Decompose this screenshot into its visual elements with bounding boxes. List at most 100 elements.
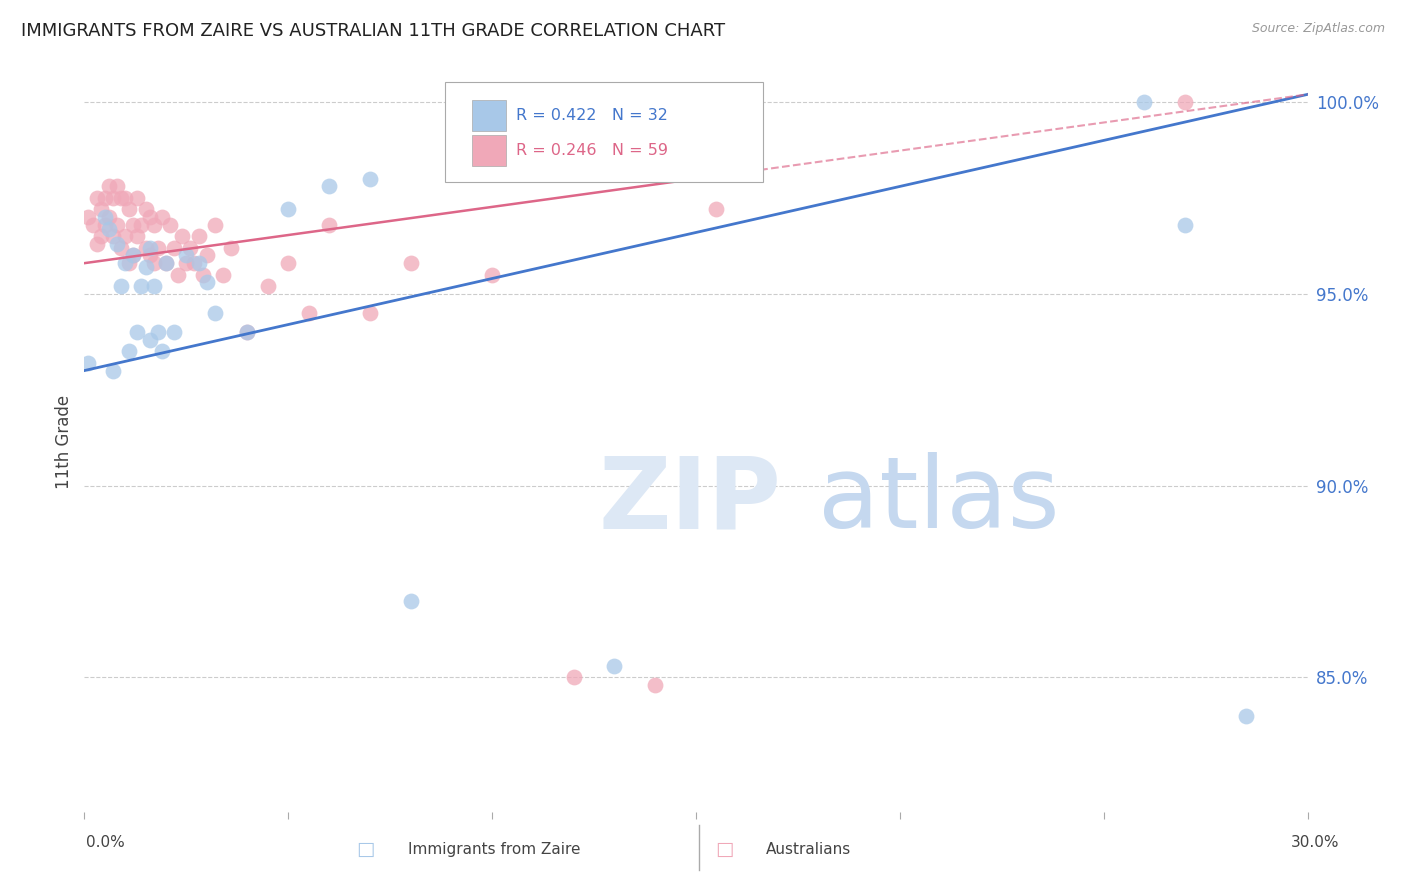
Point — [318, 218, 340, 232]
Point — [131, 279, 153, 293]
Text: □: □ — [714, 839, 734, 859]
FancyBboxPatch shape — [472, 135, 506, 166]
Point — [150, 210, 173, 224]
Point — [146, 325, 169, 339]
Point — [127, 229, 149, 244]
Point — [90, 229, 112, 244]
Point — [187, 229, 209, 244]
Point — [97, 179, 120, 194]
Point — [97, 221, 120, 235]
Point — [105, 237, 128, 252]
Point — [118, 256, 141, 270]
Point — [399, 256, 422, 270]
Point — [195, 248, 218, 262]
Point — [127, 325, 149, 339]
Point — [298, 306, 321, 320]
Point — [1133, 95, 1156, 109]
Point — [359, 171, 381, 186]
Point — [1236, 708, 1258, 723]
Text: □: □ — [356, 839, 375, 859]
Point — [481, 268, 503, 282]
Point — [110, 191, 132, 205]
Point — [138, 248, 160, 262]
FancyBboxPatch shape — [472, 100, 506, 131]
Text: R = 0.422   N = 32: R = 0.422 N = 32 — [516, 108, 668, 123]
Point — [77, 210, 100, 224]
Point — [138, 210, 160, 224]
Point — [90, 202, 112, 217]
Point — [138, 333, 160, 347]
Point — [105, 218, 128, 232]
Point — [179, 241, 201, 255]
Point — [105, 179, 128, 194]
Point — [359, 306, 381, 320]
Point — [122, 218, 145, 232]
Point — [644, 678, 666, 692]
Point — [155, 256, 177, 270]
Point — [86, 191, 108, 205]
Text: Immigrants from Zaire: Immigrants from Zaire — [408, 842, 581, 856]
Point — [1174, 95, 1197, 109]
FancyBboxPatch shape — [446, 82, 763, 183]
Point — [114, 191, 136, 205]
Point — [142, 218, 165, 232]
Point — [187, 256, 209, 270]
Text: Source: ZipAtlas.com: Source: ZipAtlas.com — [1251, 22, 1385, 36]
Point — [135, 241, 157, 255]
Point — [191, 268, 214, 282]
Point — [101, 363, 124, 377]
Point — [110, 279, 132, 293]
Point — [318, 179, 340, 194]
Point — [562, 670, 585, 684]
Point — [93, 210, 115, 224]
Point — [118, 344, 141, 359]
Point — [163, 241, 186, 255]
Point — [172, 229, 194, 244]
Point — [159, 218, 181, 232]
Point — [277, 256, 299, 270]
Point — [82, 218, 104, 232]
Point — [603, 659, 626, 673]
Point — [138, 241, 160, 255]
Point — [174, 256, 197, 270]
Point — [86, 237, 108, 252]
Point — [77, 356, 100, 370]
Point — [127, 191, 149, 205]
Point — [204, 218, 226, 232]
Point — [110, 241, 132, 255]
Point — [93, 218, 115, 232]
Text: atlas: atlas — [818, 452, 1060, 549]
Point — [219, 241, 242, 255]
Point — [122, 248, 145, 262]
Point — [114, 229, 136, 244]
Point — [135, 260, 157, 274]
Point — [146, 241, 169, 255]
Point — [142, 256, 165, 270]
Y-axis label: 11th Grade: 11th Grade — [55, 394, 73, 489]
Point — [118, 202, 141, 217]
Point — [101, 229, 124, 244]
Point — [131, 218, 153, 232]
Point — [167, 268, 190, 282]
Point — [114, 256, 136, 270]
Point — [236, 325, 259, 339]
Point — [195, 276, 218, 290]
Point — [174, 248, 197, 262]
Point — [163, 325, 186, 339]
Point — [236, 325, 259, 339]
Text: ZIP: ZIP — [598, 452, 780, 549]
Point — [706, 202, 728, 217]
Text: Australians: Australians — [766, 842, 852, 856]
Text: 0.0%: 0.0% — [86, 836, 125, 850]
Text: IMMIGRANTS FROM ZAIRE VS AUSTRALIAN 11TH GRADE CORRELATION CHART: IMMIGRANTS FROM ZAIRE VS AUSTRALIAN 11TH… — [21, 22, 725, 40]
Point — [1174, 218, 1197, 232]
Point — [142, 279, 165, 293]
Point — [257, 279, 280, 293]
Point — [277, 202, 299, 217]
Point — [97, 210, 120, 224]
Point — [101, 191, 124, 205]
Point — [93, 191, 115, 205]
Point — [122, 248, 145, 262]
Text: R = 0.246   N = 59: R = 0.246 N = 59 — [516, 143, 668, 158]
Text: 30.0%: 30.0% — [1291, 836, 1339, 850]
